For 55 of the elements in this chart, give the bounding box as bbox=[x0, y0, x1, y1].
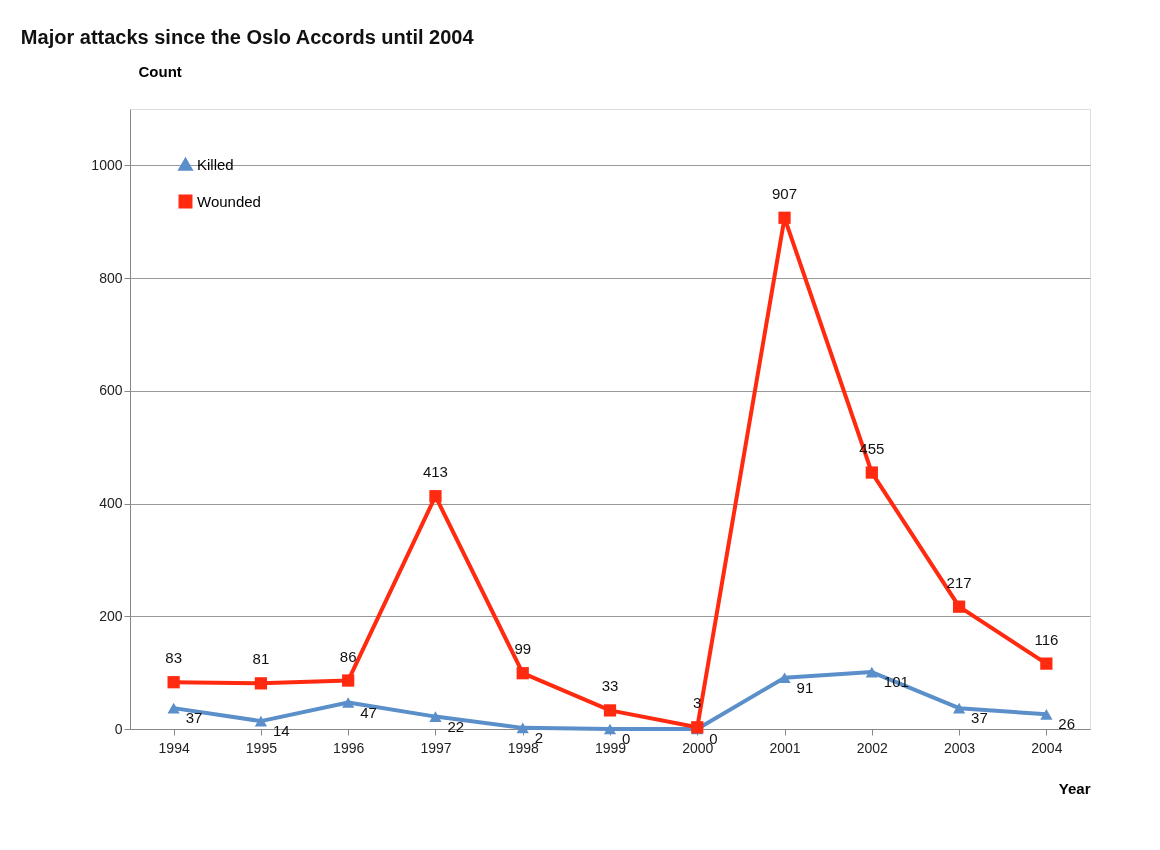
point bbox=[516, 667, 529, 680]
data-label: 37 bbox=[971, 709, 988, 727]
x-tick-label: 2003 bbox=[944, 739, 976, 756]
data-label: 47 bbox=[360, 703, 377, 721]
x-tick-label: 1996 bbox=[333, 739, 365, 756]
point bbox=[254, 677, 268, 690]
point bbox=[952, 600, 966, 613]
data-label: 907 bbox=[772, 184, 798, 202]
y-tick-label: 200 bbox=[99, 607, 123, 624]
data-label: 37 bbox=[185, 709, 203, 727]
y-tick-label: 600 bbox=[99, 382, 123, 399]
x-tick-label: 2001 bbox=[769, 739, 801, 756]
point bbox=[516, 722, 529, 734]
y-tick-label: 400 bbox=[99, 495, 123, 512]
point bbox=[865, 666, 878, 678]
data-label: 86 bbox=[339, 647, 357, 665]
point bbox=[429, 490, 442, 503]
data-label: 33 bbox=[601, 677, 619, 695]
x-tick-label: 1997 bbox=[420, 739, 452, 756]
x-tick-label: 1995 bbox=[245, 739, 278, 756]
x-axis-title: Year bbox=[1058, 779, 1091, 797]
point bbox=[778, 672, 791, 684]
data-label: 26 bbox=[1058, 715, 1076, 733]
point bbox=[429, 711, 442, 722]
legend-label: Wounded bbox=[197, 192, 261, 210]
data-label: 91 bbox=[796, 678, 814, 696]
y-axis-title: Count bbox=[138, 62, 182, 80]
x-tick-label: 2004 bbox=[1031, 739, 1063, 756]
point bbox=[254, 715, 268, 727]
data-label: 14 bbox=[272, 722, 290, 740]
point bbox=[865, 466, 878, 479]
data-label: 22 bbox=[447, 717, 465, 735]
point bbox=[1040, 657, 1053, 670]
y-tick-label: 0 bbox=[114, 720, 123, 737]
point bbox=[342, 697, 355, 708]
x-tick-label: 1994 bbox=[158, 739, 190, 756]
point bbox=[778, 211, 791, 224]
point bbox=[167, 702, 180, 714]
x-tick-label: 2002 bbox=[856, 739, 889, 756]
data-label: 413 bbox=[422, 463, 448, 481]
y-tick-label: 800 bbox=[99, 269, 123, 286]
point bbox=[167, 676, 180, 689]
data-label: 99 bbox=[514, 640, 532, 658]
data-label: 116 bbox=[1034, 630, 1059, 648]
y-tick-label: 1000 bbox=[91, 156, 123, 173]
point bbox=[1040, 709, 1053, 720]
point bbox=[603, 704, 617, 717]
point bbox=[603, 723, 617, 735]
data-label: 217 bbox=[946, 573, 972, 591]
data-label: 81 bbox=[252, 650, 270, 668]
point bbox=[342, 674, 355, 687]
point bbox=[952, 702, 966, 714]
chart-title: Major attacks since the Oslo Accords until 2004 bbox=[20, 26, 475, 48]
legend-label: Killed bbox=[197, 155, 234, 173]
data-label: 83 bbox=[165, 649, 182, 667]
